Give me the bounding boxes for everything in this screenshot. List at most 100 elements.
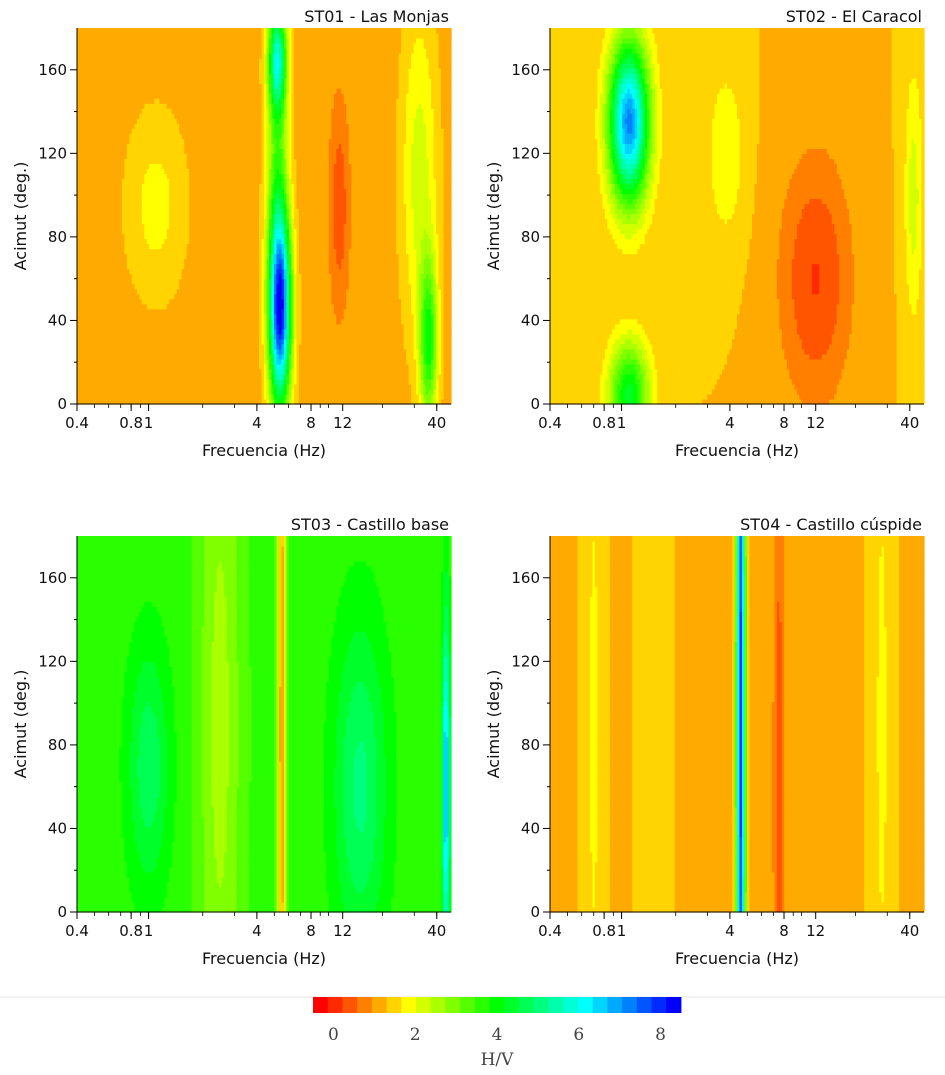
heatmap-cell (109, 373, 113, 380)
heatmap-cell (134, 43, 138, 49)
heatmap-cell (109, 388, 113, 395)
heatmap-cell (116, 308, 120, 315)
heatmap-cell (101, 373, 106, 380)
heatmap-cell (94, 93, 98, 99)
heatmap-cell (111, 88, 115, 94)
heatmap-cell (101, 223, 106, 230)
heatmap-cell (77, 338, 81, 345)
heatmap-cell (86, 133, 91, 139)
heatmap-cell (114, 308, 118, 315)
heatmap-cell (126, 238, 130, 245)
heatmap-cell (111, 263, 115, 270)
heatmap-cell (129, 33, 133, 39)
heatmap-cell (129, 98, 133, 104)
heatmap-cell (116, 318, 120, 325)
heatmap-cell (79, 278, 83, 285)
heatmap-cell (106, 238, 111, 245)
heatmap-cell (104, 208, 108, 215)
heatmap-cell (94, 108, 98, 114)
heatmap-cell (104, 228, 108, 235)
heatmap-cell (86, 348, 91, 355)
heatmap-cell (124, 378, 128, 385)
heatmap-cell (101, 38, 106, 44)
heatmap-cell (86, 368, 91, 375)
heatmap-cell (116, 253, 120, 260)
heatmap-cell (94, 148, 98, 154)
heatmap-cell (129, 318, 133, 325)
heatmap-cell (106, 373, 111, 380)
heatmap-cell (84, 98, 88, 104)
heatmap-cell (96, 148, 101, 154)
heatmap-cell (96, 143, 101, 149)
heatmap-cell (106, 203, 111, 210)
heatmap-cell (104, 323, 108, 330)
heatmap-cell (91, 93, 96, 99)
heatmap-cell (111, 388, 115, 395)
heatmap-cell (91, 158, 96, 164)
heatmap-cell (131, 78, 135, 84)
heatmap-cell (114, 253, 118, 260)
heatmap-cell (124, 78, 128, 84)
heatmap-cell (109, 313, 113, 320)
heatmap-cell (131, 238, 135, 245)
heatmap-cell (119, 173, 123, 179)
heatmap-cell (116, 278, 120, 285)
heatmap-cell (84, 383, 88, 390)
heatmap-cell (84, 173, 88, 179)
heatmap-cell (89, 173, 93, 179)
heatmap-cell (104, 328, 108, 335)
heatmap-cell (81, 278, 86, 285)
heatmap-cell (134, 188, 138, 195)
heatmap-cell (94, 198, 98, 205)
heatmap-cell (136, 348, 140, 355)
heatmap-cell (96, 353, 101, 360)
heatmap-cell (134, 258, 138, 265)
heatmap-cell (101, 398, 106, 405)
heatmap-cell (91, 368, 96, 375)
heatmap-cell (114, 68, 118, 74)
heatmap-cell (91, 78, 96, 84)
heatmap-cell (99, 363, 103, 370)
heatmap-cell (81, 288, 86, 295)
heatmap-cell (121, 233, 125, 240)
heatmap-cell (109, 378, 113, 385)
heatmap-cell (129, 278, 133, 285)
heatmap-cell (139, 343, 143, 350)
heatmap-cell (99, 303, 103, 310)
heatmap-cell (126, 83, 130, 89)
heatmap-cell (124, 358, 128, 365)
heatmap-cell (134, 248, 138, 255)
heatmap-cell (84, 133, 88, 139)
heatmap-cell (126, 343, 130, 350)
heatmap-cell (124, 263, 128, 270)
heatmap-cell (101, 338, 106, 345)
heatmap-cell (104, 238, 108, 245)
heatmap-cell (81, 233, 86, 240)
heatmap-cell (126, 73, 130, 79)
heatmap-cell (106, 393, 111, 400)
heatmap-cell (129, 328, 133, 335)
heatmap-cell (114, 123, 118, 129)
heatmap-cell (124, 273, 128, 280)
heatmap-cell (106, 183, 111, 190)
heatmap-cell (131, 103, 135, 109)
heatmap-cell (94, 303, 98, 310)
heatmap-cell (134, 273, 138, 280)
heatmap-cell (131, 368, 135, 375)
heatmap-cell (84, 108, 88, 114)
heatmap-cell (119, 88, 123, 94)
heatmap-cell (129, 398, 133, 405)
heatmap-cell (131, 348, 135, 355)
heatmap-cell (96, 253, 101, 260)
heatmap-cell (106, 213, 111, 220)
heatmap-cell (94, 188, 98, 195)
heatmap-cell (104, 388, 108, 395)
heatmap-cell (77, 308, 81, 315)
heatmap-cell (77, 248, 81, 255)
heatmap-cell (89, 363, 93, 370)
heatmap-cell (111, 288, 115, 295)
heatmap-cell (109, 33, 113, 39)
heatmap-cell (99, 268, 103, 275)
heatmap-cell (126, 118, 130, 124)
heatmap-cell (126, 293, 130, 300)
